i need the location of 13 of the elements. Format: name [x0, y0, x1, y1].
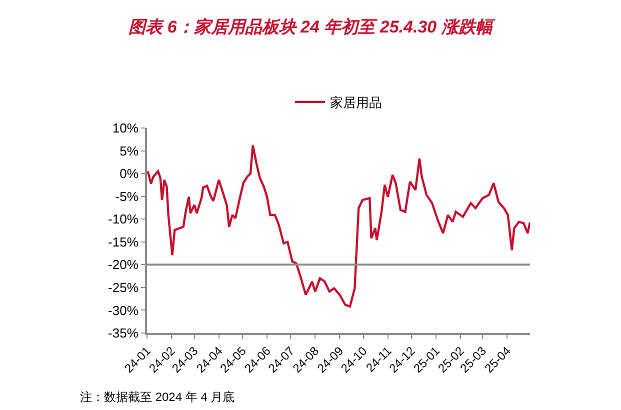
y-tick-label: -25%	[108, 280, 139, 295]
y-tick-label: -5%	[115, 188, 139, 204]
y-tick-label: 10%	[112, 120, 139, 136]
legend-label: 家居用品	[330, 95, 382, 110]
text: 注：数据截至 2024 年 4 月底	[80, 390, 235, 404]
y-tick-label: 0%	[120, 166, 139, 182]
y-tick-label: -10%	[108, 212, 139, 227]
y-tick-label: -35%	[108, 326, 139, 341]
y-tick-label: -15%	[108, 234, 139, 250]
chart-title: 图表 6：家居用品板块 24 年初至 25.4.30 涨跌幅	[128, 17, 496, 36]
y-tick-label: -30%	[108, 302, 139, 318]
y-tick-label: -20%	[108, 257, 139, 272]
y-tick-label: 5%	[120, 143, 139, 158]
